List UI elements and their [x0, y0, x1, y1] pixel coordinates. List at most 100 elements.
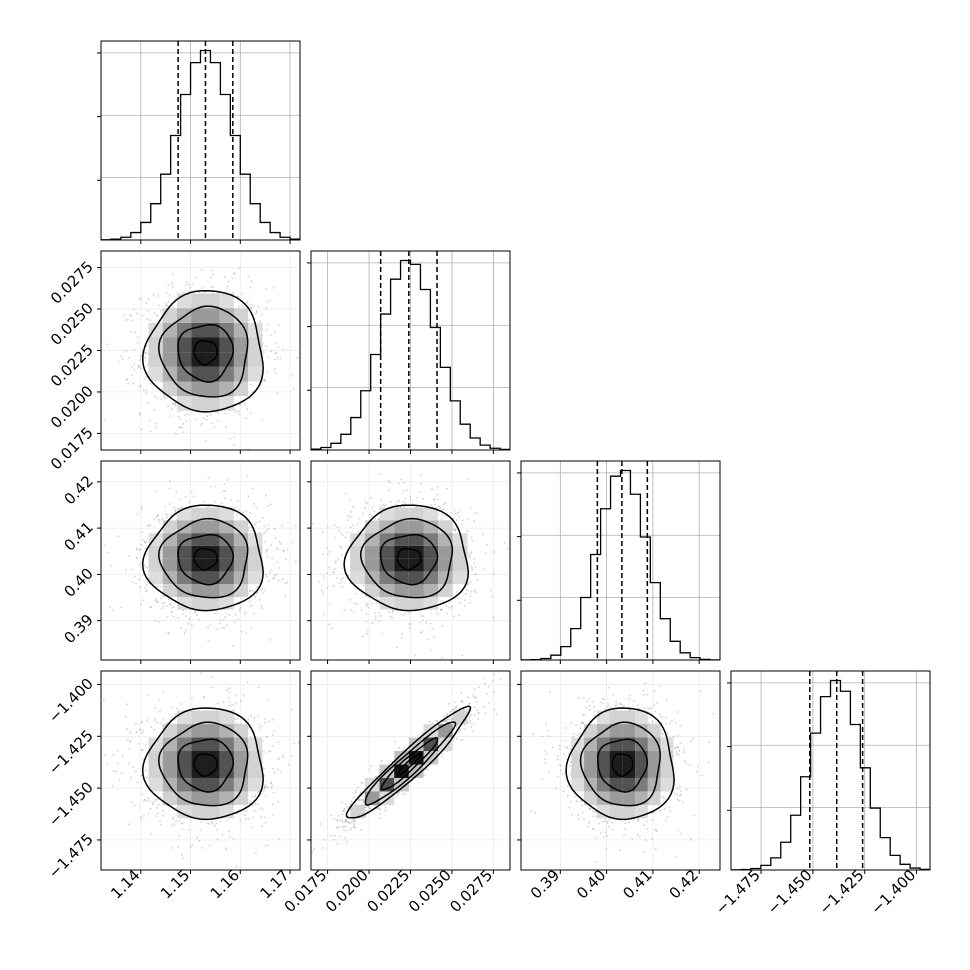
scatter-point — [201, 422, 204, 425]
scatter-point — [267, 580, 270, 583]
scatter-point — [269, 571, 271, 574]
scatter-point — [175, 490, 178, 493]
scatter-point — [251, 391, 254, 393]
scatter-point — [224, 412, 227, 415]
scatter-point — [265, 328, 268, 331]
scatter-point — [367, 606, 370, 609]
scatter-point — [326, 525, 329, 528]
scatter-point — [139, 412, 141, 415]
scatter-point — [237, 296, 240, 298]
scatter-point — [155, 806, 158, 809]
scatter-point — [457, 511, 459, 514]
scatter-point — [178, 426, 181, 429]
scatter-point — [162, 814, 164, 817]
scatter-point — [266, 323, 269, 326]
scatter-point — [296, 357, 299, 360]
scatter-point — [261, 825, 264, 828]
scatter-point — [229, 437, 232, 440]
scatter-point — [199, 828, 202, 831]
scatter-point — [414, 654, 417, 657]
scatter-point — [191, 844, 194, 846]
scatter-point — [123, 314, 126, 317]
scatter-point — [212, 285, 215, 288]
scatter-point — [183, 632, 186, 635]
scatter-point — [474, 566, 477, 568]
scatter-point — [354, 592, 357, 595]
scatter-point — [129, 314, 131, 317]
scatter-point — [111, 609, 114, 612]
density-cell — [205, 293, 220, 309]
scatter-point — [204, 440, 207, 443]
scatter-point — [127, 357, 130, 359]
scatter-point — [261, 587, 264, 590]
scatter-point — [174, 401, 177, 404]
scatter-point — [154, 799, 157, 801]
scatter-point — [127, 382, 130, 385]
scatter-point — [470, 536, 473, 539]
scatter-point — [130, 314, 133, 317]
scatter-point — [211, 422, 214, 425]
scatter-point — [246, 681, 249, 684]
scatter-point — [439, 507, 442, 509]
scatter-point — [173, 823, 176, 825]
scatter-point — [404, 497, 407, 500]
density-cell — [248, 366, 263, 382]
scatter-point — [474, 511, 476, 514]
scatter-point — [337, 529, 340, 532]
scatter-point — [201, 846, 204, 849]
scatter-point — [448, 606, 451, 609]
scatter-point — [161, 602, 164, 605]
scatter-point — [232, 273, 235, 275]
density-cell — [205, 308, 220, 323]
scatter-point — [429, 622, 432, 625]
scatter-point — [156, 798, 159, 801]
scatter-point — [348, 499, 351, 502]
scatter-point — [380, 499, 382, 501]
scatter-point — [266, 548, 269, 551]
scatter-point — [328, 623, 330, 626]
scatter-point — [139, 603, 142, 606]
scatter-point — [156, 487, 158, 489]
scatter-point — [133, 349, 136, 352]
density-cell — [233, 322, 249, 338]
scatter-point — [153, 312, 156, 315]
scatter-point — [144, 587, 147, 589]
scatter-point — [419, 482, 422, 485]
scatter-point — [401, 632, 404, 635]
scatter-point — [254, 596, 257, 598]
scatter-point — [450, 605, 453, 608]
scatter-point — [134, 575, 136, 578]
scatter-point — [160, 398, 163, 401]
scatter-point — [402, 490, 405, 492]
scatter-point — [254, 851, 257, 854]
scatter-point — [273, 368, 276, 371]
scatter-point — [235, 411, 237, 413]
scatter-point — [435, 611, 438, 614]
scatter-point — [232, 703, 234, 706]
scatter-point — [263, 378, 266, 381]
scatter-point — [149, 524, 152, 527]
scatter-point — [436, 485, 439, 488]
scatter-point — [338, 582, 340, 585]
scatter-point — [245, 510, 247, 513]
density-cell — [248, 322, 263, 338]
scatter-point — [270, 334, 273, 337]
scatter-point — [284, 595, 287, 597]
scatter-point — [514, 548, 516, 550]
density-cell — [162, 337, 178, 353]
scatter-point — [192, 495, 195, 498]
scatter-point — [248, 319, 250, 322]
scatter-point — [167, 284, 170, 286]
scatter-point — [264, 844, 267, 847]
scatter-point — [286, 581, 289, 584]
scatter-point — [140, 818, 143, 821]
scatter-point — [441, 656, 443, 659]
scatter-point — [243, 613, 246, 615]
scatter-point — [172, 615, 175, 618]
scatter-point — [273, 527, 276, 530]
scatter-point — [466, 518, 469, 521]
scatter-point — [172, 286, 174, 288]
scatter-point — [178, 834, 181, 837]
scatter-point — [398, 499, 400, 502]
scatter-point — [334, 536, 337, 539]
